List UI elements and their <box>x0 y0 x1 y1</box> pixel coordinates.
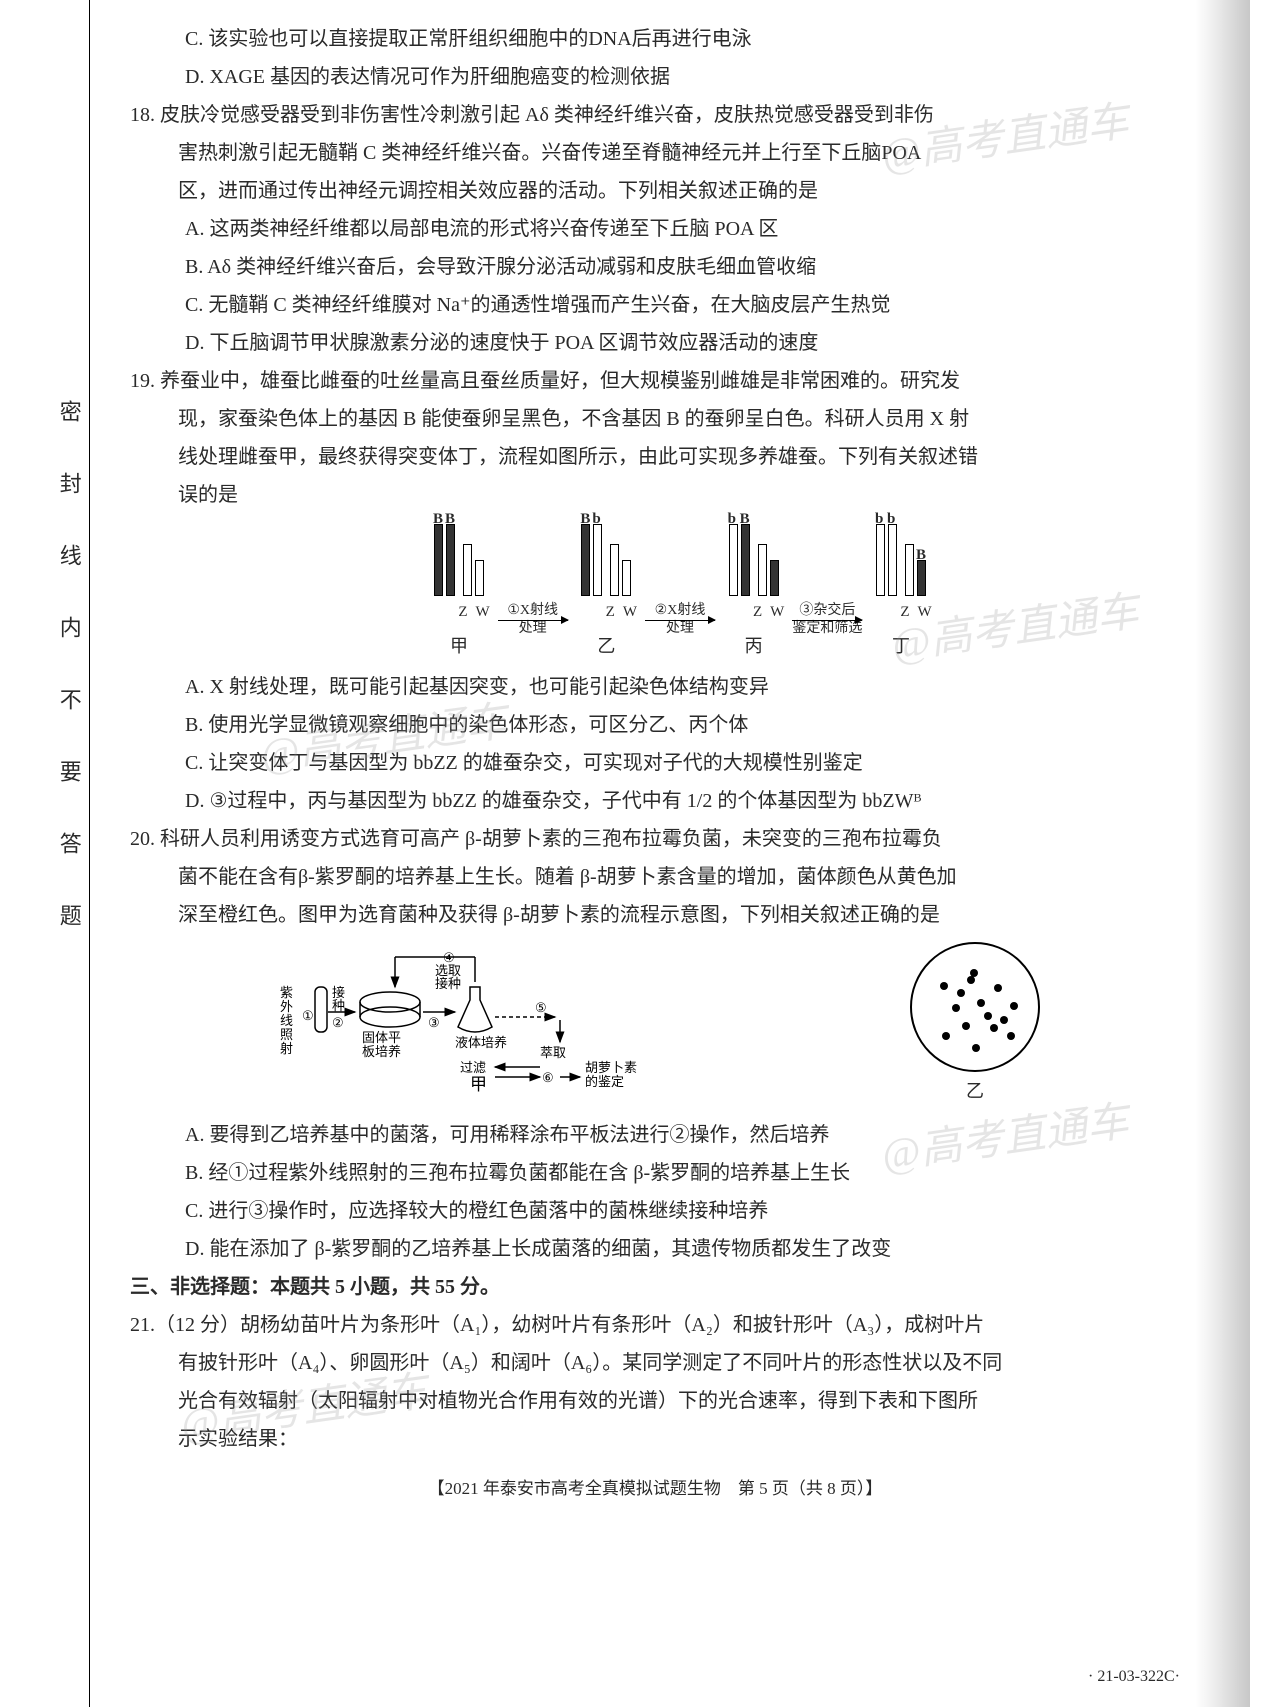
q19-stem: 误的是 <box>130 476 1180 514</box>
q18-opt-c: C. 无髓鞘 C 类神经纤维膜对 Na⁺的通透性增强而产生兴奋，在大脑皮层产生热… <box>130 286 1180 324</box>
q19-stem: 现，家蚕染色体上的基因 B 能使蚕卵呈黑色，不含基因 B 的蚕卵呈白色。科研人员… <box>130 400 1180 438</box>
svg-text:接种: 接种 <box>435 976 461 991</box>
svg-text:紫: 紫 <box>280 985 293 1000</box>
svg-text:板培养: 板培养 <box>362 1044 401 1059</box>
svg-text:过滤: 过滤 <box>460 1060 486 1075</box>
q18-opt-d: D. 下丘脑调节甲状腺激素分泌的速度快于 POA 区调节效应器活动的速度 <box>130 324 1180 362</box>
q18-opt-b: B. Aδ 类神经纤维兴奋后，会导致汗腺分泌活动减弱和皮肤毛细血管收缩 <box>130 248 1180 286</box>
q18-opt-a: A. 这两类神经纤维都以局部电流的形式将兴奋传递至下丘脑 POA 区 <box>130 210 1180 248</box>
svg-text:线: 线 <box>280 1013 293 1028</box>
q21-stem: 示实验结果： <box>130 1420 1180 1458</box>
q19-chromosome-diagram: B B Z W 甲 ①X射线 处理 B <box>130 514 1180 668</box>
svg-text:照: 照 <box>280 1027 293 1042</box>
q20-flow-diagram: 紫 外 线 照 射 ① 接 种 ② 固体平 板培养 ③ <box>130 934 1180 1116</box>
petri-dish-diagram <box>910 942 1040 1072</box>
flow-caption-right: 乙 <box>966 1074 984 1108</box>
section3-header: 三、非选择题：本题共 5 小题，共 55 分。 <box>130 1268 1180 1306</box>
q17-opt-c: C. 该实验也可以直接提取正常肝组织细胞中的DNA后再进行电泳 <box>130 20 1180 58</box>
svg-text:种: 种 <box>332 998 345 1013</box>
q20-opt-d: D. 能在添加了 β-紫罗酮的乙培养基上长成菌落的细菌，其遗传物质都发生了改变 <box>130 1230 1180 1268</box>
scan-shadow <box>1195 0 1250 1707</box>
svg-text:③: ③ <box>428 1015 440 1030</box>
q18-stem: 区，进而通过传出神经元调控相关效应器的活动。下列相关叙述正确的是 <box>130 172 1180 210</box>
svg-text:固体平: 固体平 <box>362 1030 401 1045</box>
q19-opt-c: C. 让突变体丁与基因型为 bbZZ 的雄蚕杂交，可实现对子代的大规模性别鉴定 <box>130 744 1180 782</box>
q21-stem: 有披针形叶（A₄）、卵圆形叶（A₅）和阔叶（A₆）。某同学测定了不同叶片的形态性… <box>130 1344 1180 1382</box>
q18-stem: 18. 皮肤冷觉感受器受到非伤害性冷刺激引起 Aδ 类神经纤维兴奋，皮肤热觉感受… <box>130 96 1180 134</box>
flow-caption-left: 甲 <box>470 1075 487 1092</box>
q20-opt-b: B. 经①过程紫外线照射的三孢布拉霉负菌都能在含 β-紫罗酮的培养基上生长 <box>130 1154 1180 1192</box>
binding-margin: 密封线内不要答题 <box>30 0 90 1707</box>
svg-text:射: 射 <box>280 1041 293 1056</box>
svg-text:②: ② <box>332 1015 344 1030</box>
q21-stem: 光合有效辐射（太阳辐射中对植物光合作用有效的光谱）下的光合速率，得到下表和下图所 <box>130 1382 1180 1420</box>
q19-opt-b: B. 使用光学显微镜观察细胞中的染色体形态，可区分乙、丙个体 <box>130 706 1180 744</box>
q19-opt-d: D. ③过程中，丙与基因型为 bbZZ 的雄蚕杂交，子代中有 1/2 的个体基因… <box>130 782 1180 820</box>
q18-stem: 害热刺激引起无髓鞘 C 类神经纤维兴奋。兴奋传递至脊髓神经元并上行至下丘脑POA <box>130 134 1180 172</box>
page-code: · 21-03-322C· <box>1088 1662 1180 1692</box>
page-footer: 【2021 年泰安市高考全真模拟试题生物 第 5 页（共 8 页）】 <box>130 1473 1180 1505</box>
svg-text:①: ① <box>302 1008 314 1023</box>
svg-text:萃取: 萃取 <box>540 1045 566 1060</box>
binding-vertical-text: 密封线内不要答题 <box>48 400 90 976</box>
q19-opt-a: A. X 射线处理，既可能引起基因突变，也可能引起染色体结构变异 <box>130 668 1180 706</box>
svg-text:⑤: ⑤ <box>535 1000 547 1015</box>
q19-stem: 线处理雌蚕甲，最终获得突变体丁，流程如图所示，由此可实现多养雄蚕。下列有关叙述错 <box>130 438 1180 476</box>
q20-stem: 20. 科研人员利用诱变方式选育可高产 β-胡萝卜素的三孢布拉霉负菌，未突变的三… <box>130 820 1180 858</box>
q20-stem: 菌不能在含有β-紫罗酮的培养基上生长。随着 β-胡萝卜素含量的增加，菌体颜色从黄… <box>130 858 1180 896</box>
svg-text:⑥: ⑥ <box>542 1070 554 1085</box>
q19-stem: 19. 养蚕业中，雄蚕比雌蚕的吐丝量高且蚕丝质量好，但大规模鉴别雌雄是非常困难的… <box>130 362 1180 400</box>
q17-opt-d: D. XAGE 基因的表达情况可作为肝细胞癌变的检测依据 <box>130 58 1180 96</box>
exam-page: 密封线内不要答题 @高考直通车 @高考直通车 @高考直通车 @高考直通车 @高考… <box>0 0 1280 1707</box>
svg-text:胡萝卜素: 胡萝卜素 <box>585 1060 637 1075</box>
q21-stem: 21.（12 分）胡杨幼苗叶片为条形叶（A₁），幼树叶片有条形叶（A₂）和披针形… <box>130 1306 1180 1344</box>
svg-text:液体培养: 液体培养 <box>455 1035 507 1050</box>
q20-opt-c: C. 进行③操作时，应选择较大的橙红色菌落中的菌株继续接种培养 <box>130 1192 1180 1230</box>
q20-stem: 深至橙红色。图甲为选育菌种及获得 β-胡萝卜素的流程示意图，下列相关叙述正确的是 <box>130 896 1180 934</box>
flow-svg: 紫 外 线 照 射 ① 接 种 ② 固体平 板培养 ③ <box>280 942 750 1092</box>
svg-text:的鉴定: 的鉴定 <box>585 1074 624 1089</box>
q20-opt-a: A. 要得到乙培养基中的菌落，可用稀释涂布平板法进行②操作，然后培养 <box>130 1116 1180 1154</box>
svg-text:外: 外 <box>280 999 293 1014</box>
